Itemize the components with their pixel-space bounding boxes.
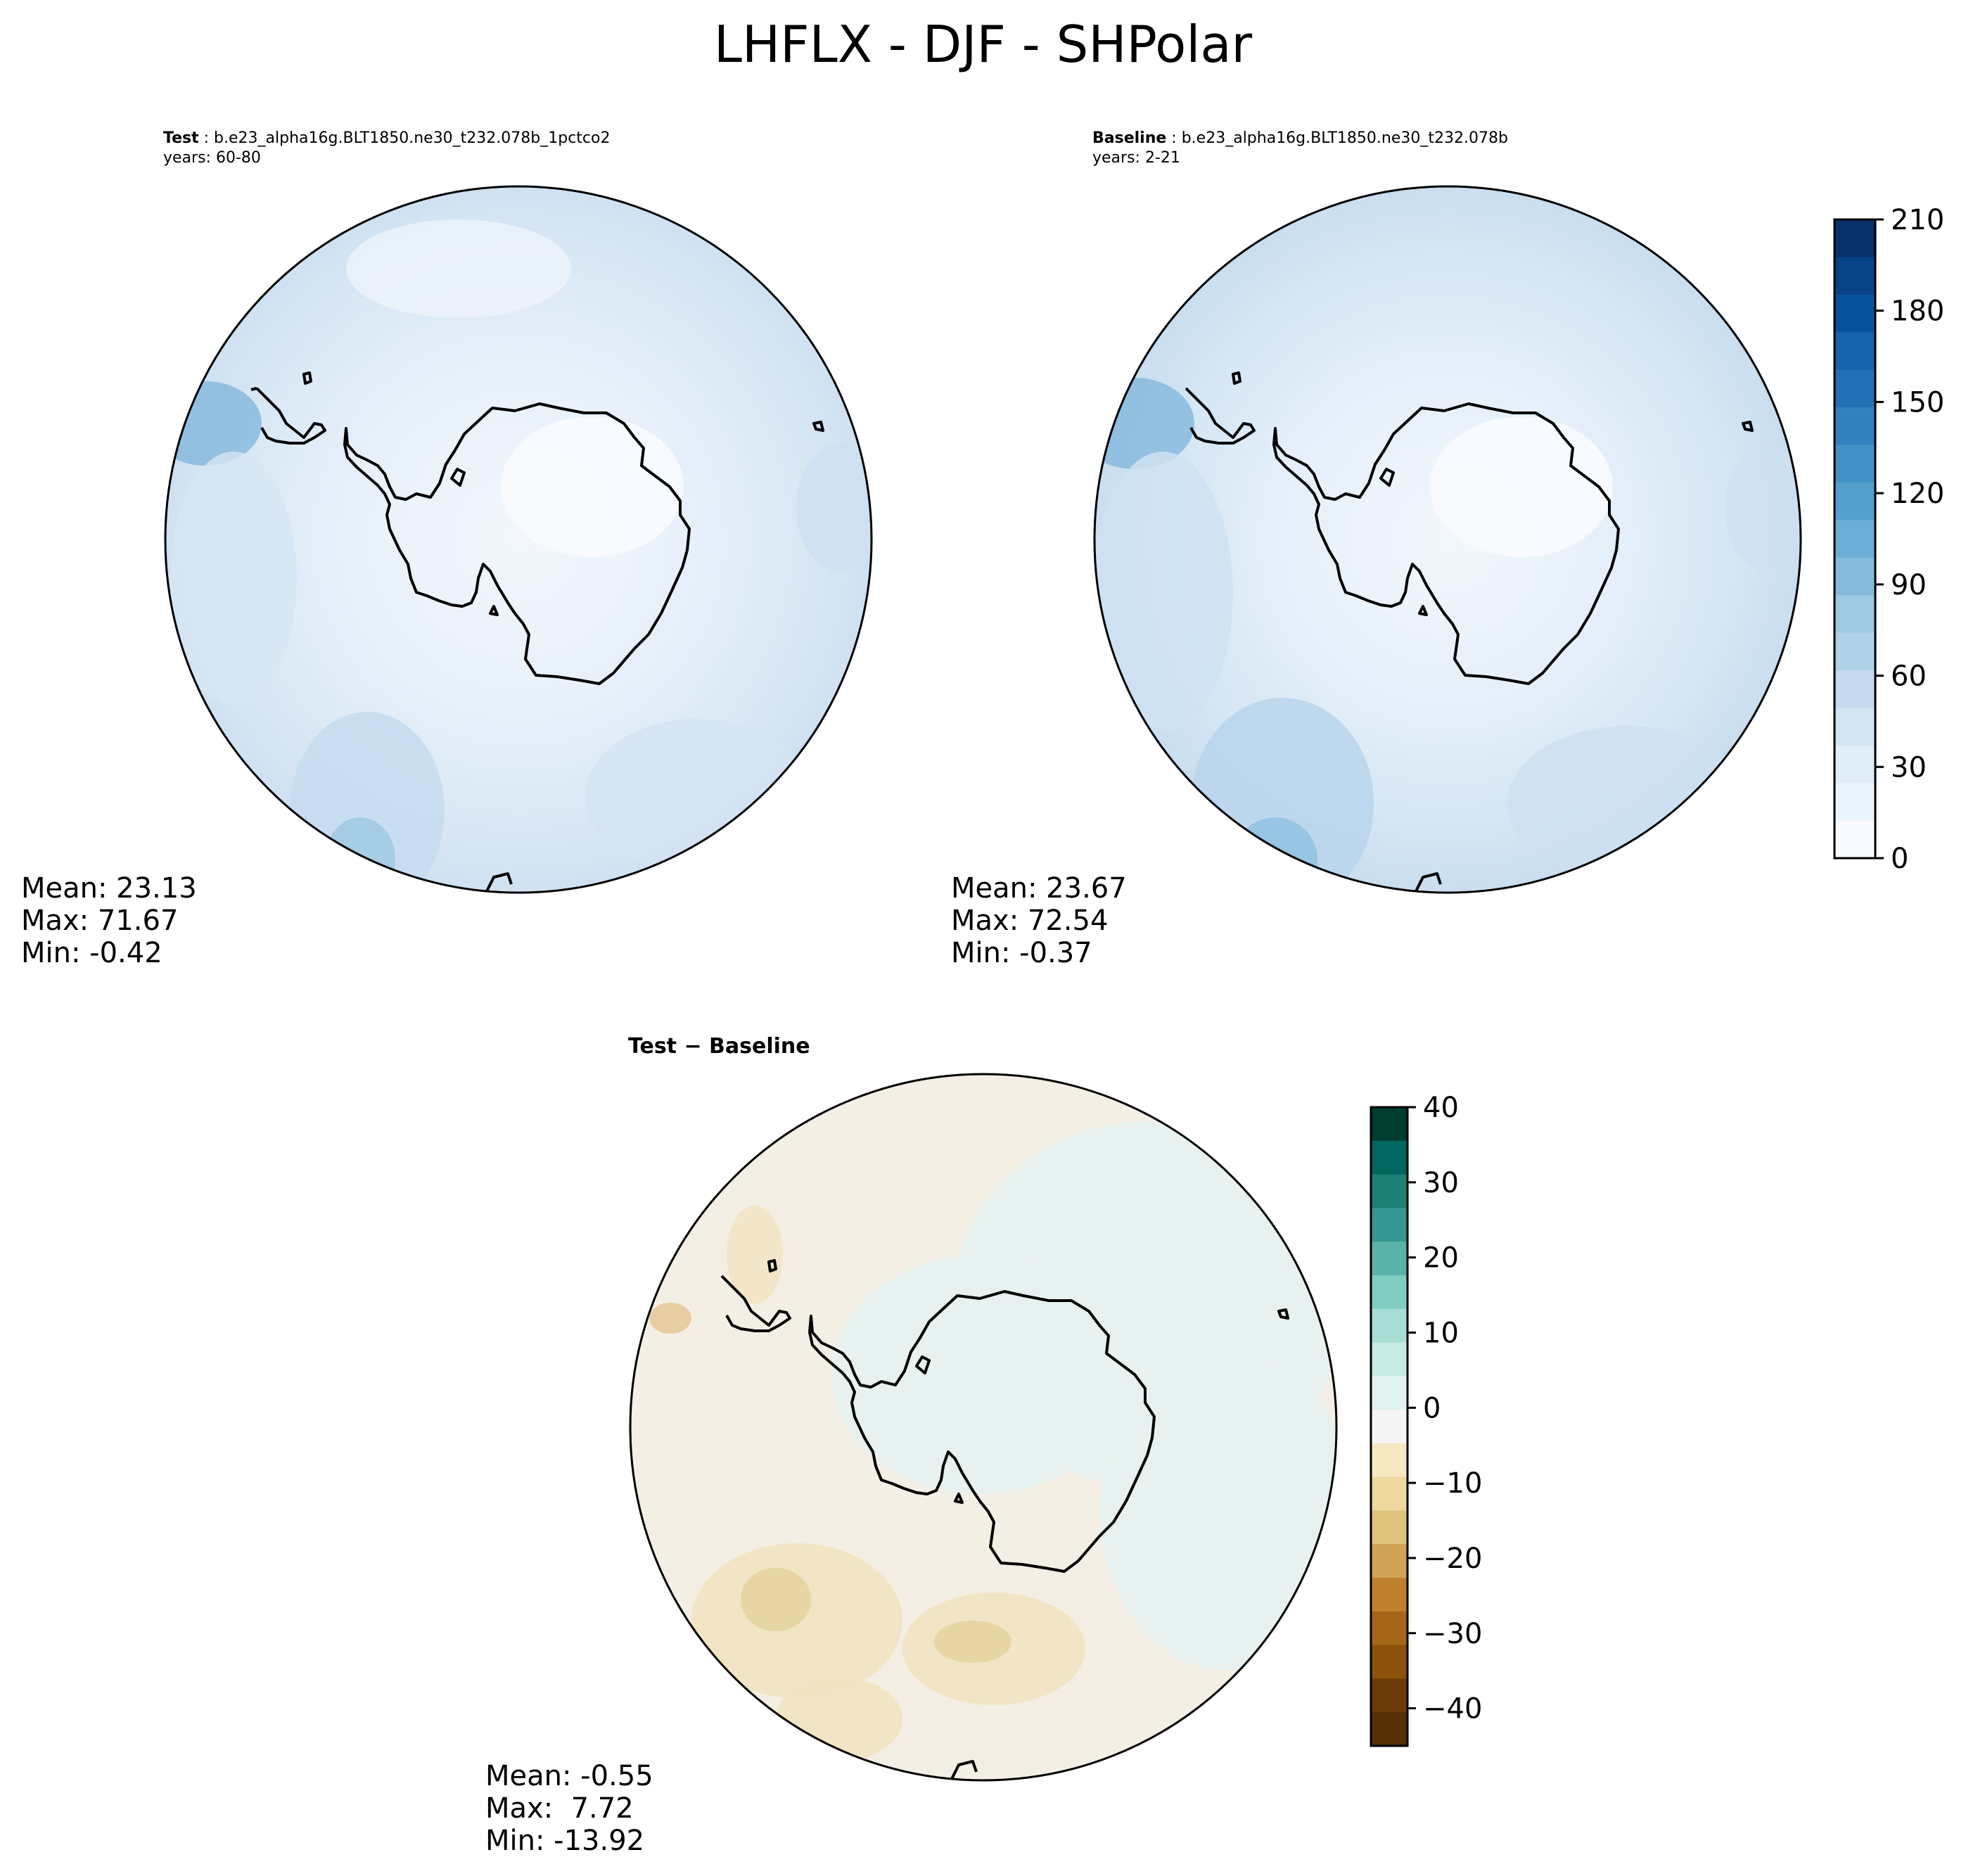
- main-colorbar-tick-label: 150: [1891, 386, 1944, 419]
- difference-colorbar-segment: [1371, 1476, 1408, 1511]
- test-label: Test: [163, 129, 199, 147]
- difference-colorbar-segment: [1371, 1578, 1408, 1612]
- baseline-mean: Mean: 23.67: [951, 872, 1127, 905]
- baseline-map-boundary: [1093, 185, 1802, 894]
- baseline-coastline: [1185, 371, 1754, 892]
- baseline-stats: Mean: 23.67 Max: 72.54 Min: -0.37: [951, 872, 1127, 969]
- main-colorbar-tick-label: 0: [1891, 843, 1908, 875]
- difference-colorbar-tick-label: −40: [1423, 1693, 1482, 1725]
- difference-colorbar-tick-label: 40: [1423, 1092, 1459, 1124]
- main-colorbar-tick-label: 60: [1891, 661, 1927, 693]
- main-colorbar-segment: [1834, 369, 1875, 408]
- difference-map-boundary: [629, 1073, 1338, 1782]
- difference-colorbar-segment: [1371, 1611, 1408, 1646]
- main-colorbar-tick-label: 180: [1891, 295, 1944, 328]
- difference-title: Test − Baseline: [628, 1034, 810, 1059]
- main-colorbar-ticks: 0 30 60 90 120 150 180 210: [1875, 204, 1944, 875]
- main-colorbar-segment: [1834, 445, 1875, 483]
- main-colorbar-segment: [1834, 219, 1875, 257]
- main-colorbar-tick-label: 210: [1891, 204, 1944, 236]
- test-years: years: 60-80: [163, 149, 261, 167]
- test-panel-header: Test : b.e23_alpha16g.BLT1850.ne30_t232.…: [163, 129, 611, 168]
- difference-colorbar-segment: [1371, 1544, 1408, 1578]
- difference-colorbar-segment: [1371, 1443, 1408, 1478]
- main-colorbar: 0 30 60 90 120 150 180 210: [1833, 204, 1944, 875]
- baseline-max: Max: 72.54: [951, 905, 1109, 937]
- test-mean: Mean: 23.13: [21, 872, 197, 905]
- main-colorbar-segment: [1834, 332, 1875, 371]
- difference-colorbar-frame: [1370, 1106, 1409, 1747]
- difference-colorbar-tick-label: 0: [1423, 1392, 1441, 1424]
- difference-colorbar-segment: [1371, 1308, 1408, 1344]
- main-colorbar-segment: [1834, 520, 1875, 559]
- main-colorbar-tick-label: 90: [1891, 569, 1927, 601]
- main-colorbar-segment: [1834, 257, 1875, 295]
- difference-colorbar-segment: [1371, 1376, 1408, 1410]
- difference-colorbar: 40 30 20 10 0 −10 −20 −30 −40: [1370, 1092, 1482, 1747]
- difference-colorbar-ticks: 40 30 20 10 0 −10 −20 −30 −40: [1408, 1092, 1482, 1725]
- difference-coastline: [720, 1259, 1289, 1780]
- difference-colorbar-tick-label: −20: [1423, 1543, 1482, 1575]
- baseline-years: years: 2-21: [1092, 149, 1180, 167]
- test-case-name: b.e23_alpha16g.BLT1850.ne30_t232.078b_1p…: [214, 129, 611, 147]
- difference-colorbar-segment: [1371, 1410, 1408, 1444]
- baseline-case-name: b.e23_alpha16g.BLT1850.ne30_t232.078b: [1181, 129, 1508, 147]
- difference-colorbar-segment: [1371, 1712, 1408, 1747]
- test-polar-map: [164, 185, 873, 894]
- difference-max: Max: 7.72: [485, 1792, 634, 1825]
- figure-title: LHFLX - DJF - SHPolar: [713, 15, 1253, 74]
- main-colorbar-segments: [1834, 219, 1875, 859]
- difference-colorbar-segments: [1371, 1107, 1408, 1747]
- difference-colorbar-segment: [1371, 1645, 1408, 1679]
- baseline-label: Baseline: [1092, 129, 1167, 147]
- difference-colorbar-tick-label: 20: [1423, 1242, 1459, 1275]
- baseline-separator: :: [1171, 129, 1177, 147]
- test-field: [165, 186, 872, 893]
- difference-colorbar-segment: [1371, 1678, 1408, 1713]
- main-colorbar-segment: [1834, 595, 1875, 634]
- test-separator: :: [203, 129, 210, 147]
- test-stats: Mean: 23.13 Max: 71.67 Min: -0.42: [21, 872, 197, 969]
- difference-colorbar-tick-label: 10: [1423, 1317, 1459, 1349]
- difference-colorbar-segment: [1371, 1174, 1408, 1208]
- difference-colorbar-segment: [1371, 1242, 1408, 1276]
- main-colorbar-segment: [1834, 632, 1875, 671]
- main-colorbar-segment: [1834, 482, 1875, 521]
- difference-stats: Mean: -0.55 Max: 7.72 Min: -13.92: [485, 1760, 653, 1857]
- baseline-panel-header: Baseline : b.e23_alpha16g.BLT1850.ne30_t…: [1092, 129, 1508, 168]
- main-colorbar-tick-label: 120: [1891, 478, 1944, 510]
- main-colorbar-tick-label: 30: [1891, 751, 1927, 784]
- difference-colorbar-segment: [1371, 1510, 1408, 1545]
- test-max: Max: 71.67: [21, 905, 179, 937]
- test-coastline: [250, 371, 824, 892]
- difference-mean: Mean: -0.55: [485, 1760, 653, 1792]
- baseline-min: Min: -0.37: [951, 937, 1092, 969]
- baseline-polar-map: [1093, 185, 1802, 894]
- main-colorbar-segment: [1834, 745, 1875, 784]
- difference-colorbar-segment: [1371, 1275, 1408, 1310]
- difference-colorbar-segment: [1371, 1208, 1408, 1242]
- difference-min: Min: -13.92: [485, 1825, 645, 1857]
- difference-colorbar-tick-label: −30: [1423, 1618, 1482, 1650]
- difference-colorbar-tick-label: 30: [1423, 1167, 1459, 1199]
- main-colorbar-frame: [1833, 218, 1877, 860]
- main-colorbar-segment: [1834, 557, 1875, 596]
- test-map-boundary: [164, 185, 873, 894]
- test-min: Min: -0.42: [21, 937, 162, 969]
- difference-colorbar-tick-label: −10: [1423, 1467, 1482, 1500]
- difference-colorbar-segment: [1371, 1140, 1408, 1175]
- main-colorbar-segment: [1834, 783, 1875, 822]
- difference-colorbar-segment: [1371, 1107, 1408, 1142]
- main-colorbar-segment: [1834, 670, 1875, 708]
- main-colorbar-segment: [1834, 407, 1875, 445]
- difference-colorbar-segment: [1371, 1342, 1408, 1377]
- difference-polar-map: [629, 1073, 1338, 1782]
- main-colorbar-segment: [1834, 820, 1875, 859]
- main-colorbar-segment: [1834, 708, 1875, 746]
- main-colorbar-segment: [1834, 294, 1875, 333]
